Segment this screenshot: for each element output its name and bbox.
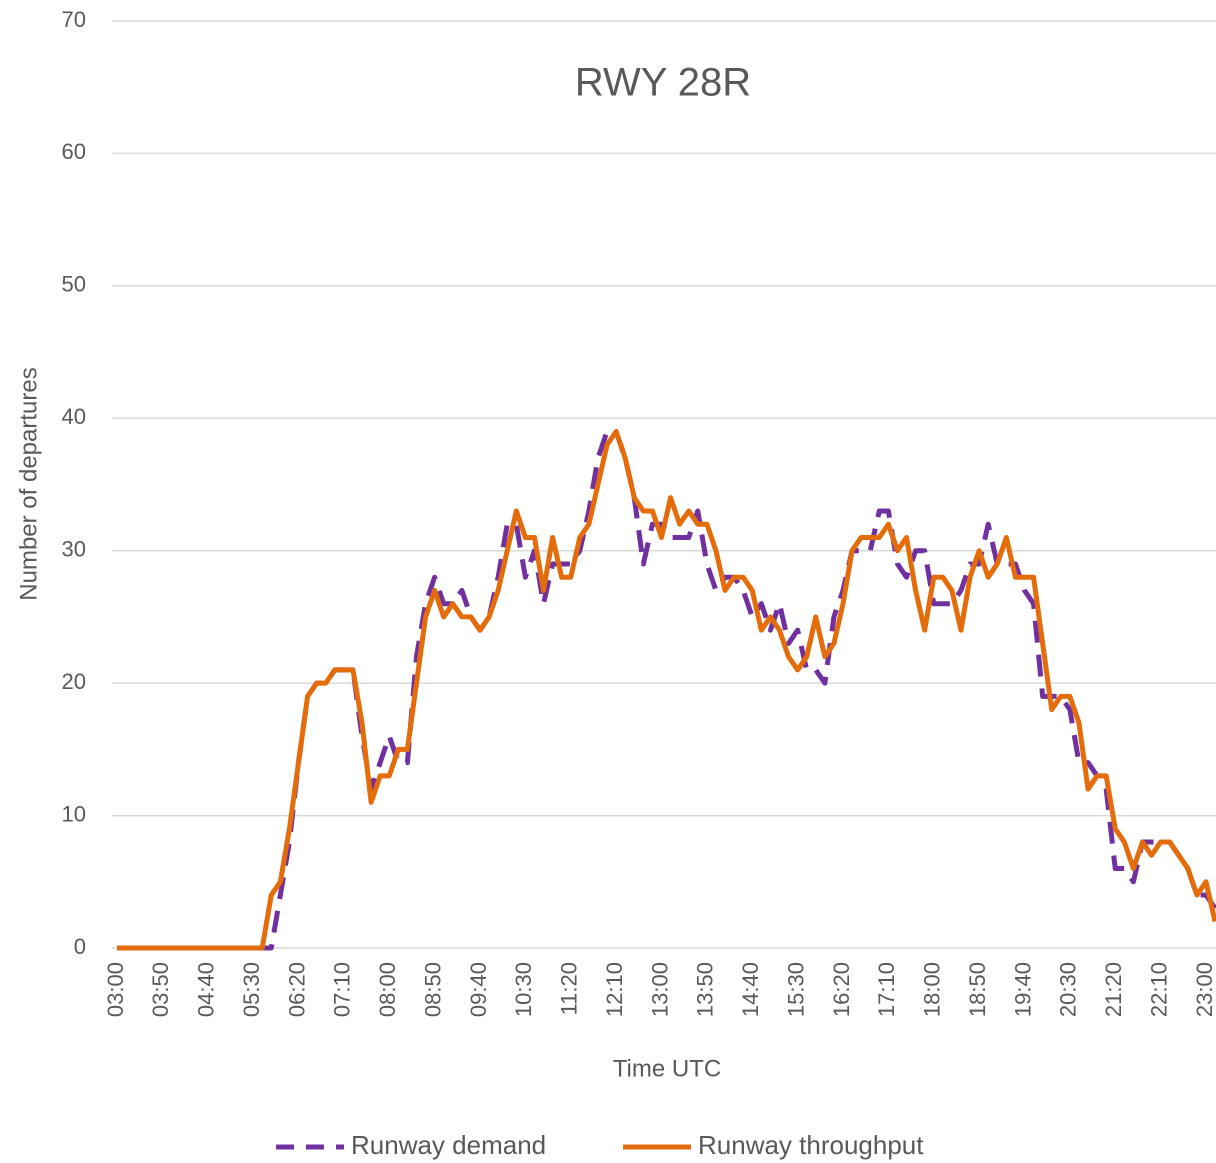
legend-label: Runway throughput <box>698 1130 924 1160</box>
x-tick-label: 20:30 <box>1056 962 1081 1017</box>
y-tick-label: 0 <box>74 934 86 959</box>
series-line <box>117 429 1216 951</box>
x-tick-label: 23:00 <box>1192 962 1216 1017</box>
x-tick-label: 13:00 <box>647 962 672 1017</box>
x-tick-label: 10:30 <box>511 962 536 1017</box>
y-axis-label: Number of departures <box>15 367 42 600</box>
x-tick-label: 15:30 <box>783 962 808 1017</box>
x-tick-label: 08:00 <box>375 962 400 1017</box>
x-tick-label: 07:10 <box>330 962 355 1017</box>
x-tick-label: 03:50 <box>148 962 173 1017</box>
x-tick-label: 12:10 <box>602 962 627 1017</box>
y-tick-label: 70 <box>62 7 86 32</box>
x-tick-label: 19:40 <box>1010 962 1035 1017</box>
y-tick-label: 50 <box>62 272 86 297</box>
x-tick-label: 22:10 <box>1146 962 1171 1017</box>
legend-label: Runway demand <box>351 1130 546 1160</box>
x-tick-label: 13:50 <box>693 962 718 1017</box>
x-tick-label: 04:40 <box>194 962 219 1017</box>
x-tick-label: 18:50 <box>965 962 990 1017</box>
y-tick-label: 30 <box>62 537 86 562</box>
y-tick-label: 20 <box>62 669 86 694</box>
chart-title: RWY 28R <box>575 61 751 105</box>
x-tick-label: 21:20 <box>1101 962 1126 1017</box>
x-tick-label: 06:20 <box>284 962 309 1017</box>
y-tick-label: 10 <box>62 801 86 826</box>
x-tick-label: 17:10 <box>874 962 899 1017</box>
x-tick-label: 08:50 <box>420 962 445 1017</box>
x-tick-label: 16:20 <box>829 962 854 1017</box>
x-tick-label: 09:40 <box>466 962 491 1017</box>
y-tick-label: 40 <box>62 404 86 429</box>
x-tick-label: 18:00 <box>920 962 945 1017</box>
x-tick-label: 05:30 <box>239 962 264 1017</box>
x-tick-label: 03:00 <box>103 962 128 1017</box>
y-tick-label: 60 <box>62 139 86 164</box>
x-tick-label: 11:20 <box>557 962 582 1015</box>
x-tick-label: 14:40 <box>738 962 763 1017</box>
x-axis-label: Time UTC <box>613 1055 721 1082</box>
